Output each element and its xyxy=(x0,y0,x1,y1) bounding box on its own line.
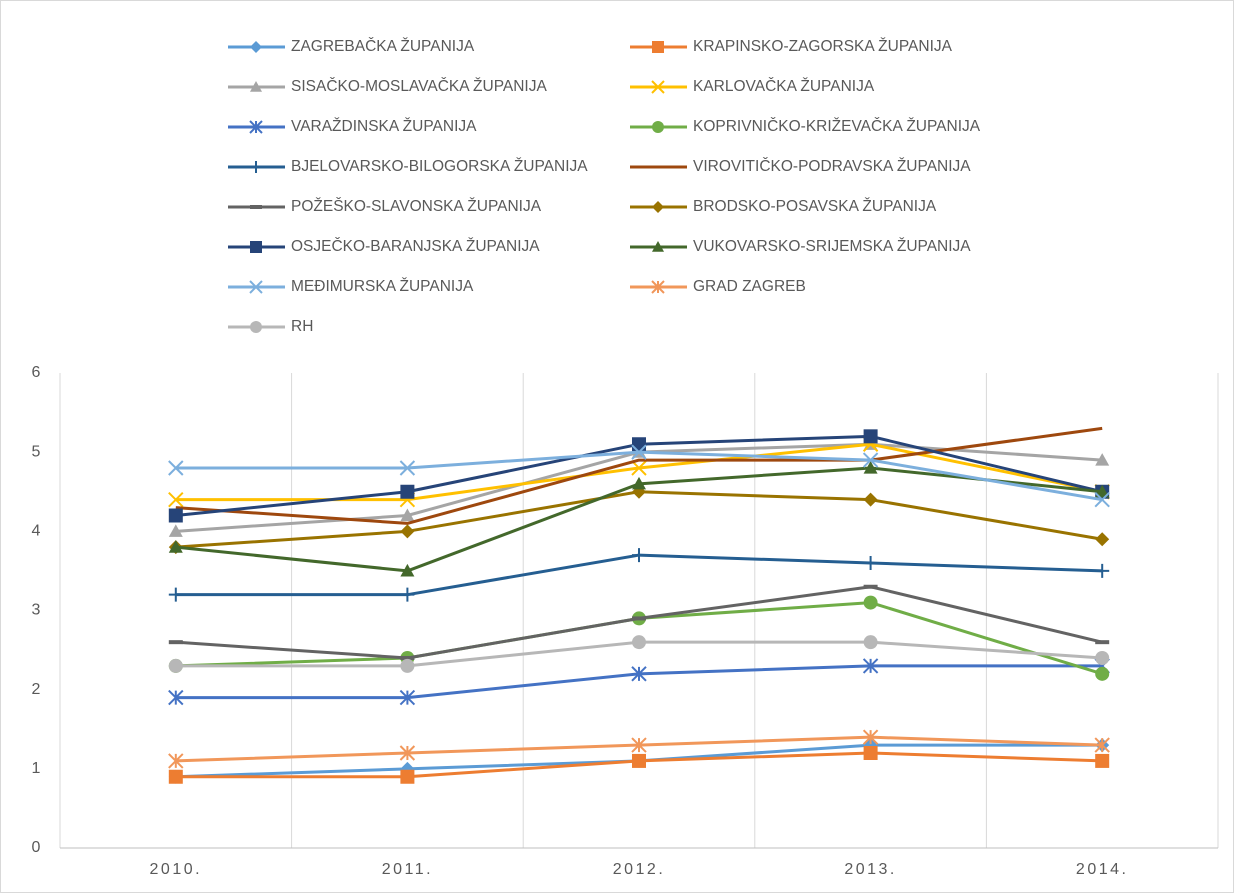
marker xyxy=(862,729,879,745)
marker xyxy=(1095,666,1110,681)
marker xyxy=(863,429,878,444)
marker xyxy=(249,120,263,134)
marker xyxy=(1095,753,1110,768)
marker xyxy=(250,321,262,333)
marker xyxy=(631,444,647,460)
marker xyxy=(863,461,878,474)
x-tick-label: 2013. xyxy=(844,861,897,878)
marker xyxy=(632,548,646,563)
legend-label: KARLOVAČKA ŽUPANIJA xyxy=(693,78,875,95)
marker xyxy=(863,492,878,507)
marker xyxy=(168,508,183,523)
legend-label: RH xyxy=(291,318,313,335)
y-tick-label: 4 xyxy=(32,523,41,540)
marker xyxy=(168,769,183,784)
y-tick-label: 0 xyxy=(32,839,41,856)
legend-label: ZAGREBAČKA ŽUPANIJA xyxy=(291,38,475,55)
marker xyxy=(168,658,183,673)
marker xyxy=(652,201,664,213)
marker xyxy=(631,737,647,753)
marker xyxy=(168,460,184,476)
marker xyxy=(652,121,664,133)
x-tick-label: 2012. xyxy=(613,861,666,878)
marker xyxy=(400,563,415,577)
y-tick-label: 5 xyxy=(32,443,41,460)
marker xyxy=(651,280,665,294)
marker xyxy=(399,745,416,761)
marker xyxy=(863,746,878,760)
marker xyxy=(1095,484,1110,498)
marker xyxy=(250,81,262,92)
legend-label: OSJEČKO-BARANJSKA ŽUPANIJA xyxy=(291,238,540,255)
marker xyxy=(631,460,647,476)
marker xyxy=(168,689,184,706)
marker xyxy=(862,658,879,674)
marker xyxy=(1095,532,1110,547)
marker xyxy=(863,635,878,650)
marker xyxy=(632,476,646,490)
legend-label: GRAD ZAGREB xyxy=(693,278,806,295)
marker xyxy=(632,753,646,768)
legend-label: KOPRIVNIČKO-KRIŽEVAČKA ŽUPANIJA xyxy=(693,118,981,135)
marker xyxy=(651,80,665,94)
marker xyxy=(652,241,664,252)
marker xyxy=(400,484,415,499)
series-line xyxy=(175,426,1103,525)
marker xyxy=(168,491,184,508)
x-tick-label: 2010. xyxy=(150,861,203,878)
legend-label: SISAČKO-MOSLAVAČKA ŽUPANIJA xyxy=(291,78,547,95)
x-tick-label: 2011. xyxy=(382,861,433,878)
marker xyxy=(400,658,415,673)
marker xyxy=(632,437,646,452)
marker xyxy=(863,595,878,610)
legend-label: VUKOVARSKO-SRIJEMSKA ŽUPANIJA xyxy=(693,238,971,255)
legend-label: BRODSKO-POSAVSKA ŽUPANIJA xyxy=(693,198,937,215)
marker xyxy=(400,769,415,784)
marker xyxy=(1094,737,1110,753)
x-tick-label: 2014. xyxy=(1076,861,1129,878)
marker xyxy=(168,753,184,769)
marker xyxy=(1095,651,1110,665)
y-tick-label: 3 xyxy=(32,602,41,619)
marker xyxy=(1094,491,1110,508)
marker xyxy=(652,41,664,53)
marker xyxy=(400,587,415,602)
legend-label: VIROVITIČKO-PODRAVSKA ŽUPANIJA xyxy=(693,158,971,175)
y-tick-label: 1 xyxy=(32,760,41,777)
legend-label: POŽEŠKO-SLAVONSKA ŽUPANIJA xyxy=(291,198,542,215)
legend-label: MEĐIMURSKA ŽUPANIJA xyxy=(291,278,474,295)
legend-label: BJELOVARSKO-BILOGORSKA ŽUPANIJA xyxy=(291,158,588,175)
marker xyxy=(250,41,262,53)
y-tick-label: 6 xyxy=(32,364,41,381)
marker xyxy=(632,635,646,650)
marker xyxy=(1095,453,1110,466)
marker xyxy=(250,241,262,253)
marker xyxy=(862,452,879,468)
marker xyxy=(400,524,415,539)
marker xyxy=(631,666,647,682)
y-tick-label: 2 xyxy=(32,681,41,698)
marker xyxy=(168,587,183,602)
marker xyxy=(168,540,183,553)
marker xyxy=(399,460,416,476)
legend-label: KRAPINSKO-ZAGORSKA ŽUPANIJA xyxy=(693,38,953,55)
marker xyxy=(1095,563,1110,578)
legend-label: VARAŽDINSKA ŽUPANIJA xyxy=(291,118,477,135)
marker xyxy=(399,689,416,706)
marker xyxy=(863,556,878,570)
marker xyxy=(249,280,263,294)
marker xyxy=(250,161,262,173)
marker xyxy=(400,508,415,522)
marker xyxy=(168,524,183,537)
